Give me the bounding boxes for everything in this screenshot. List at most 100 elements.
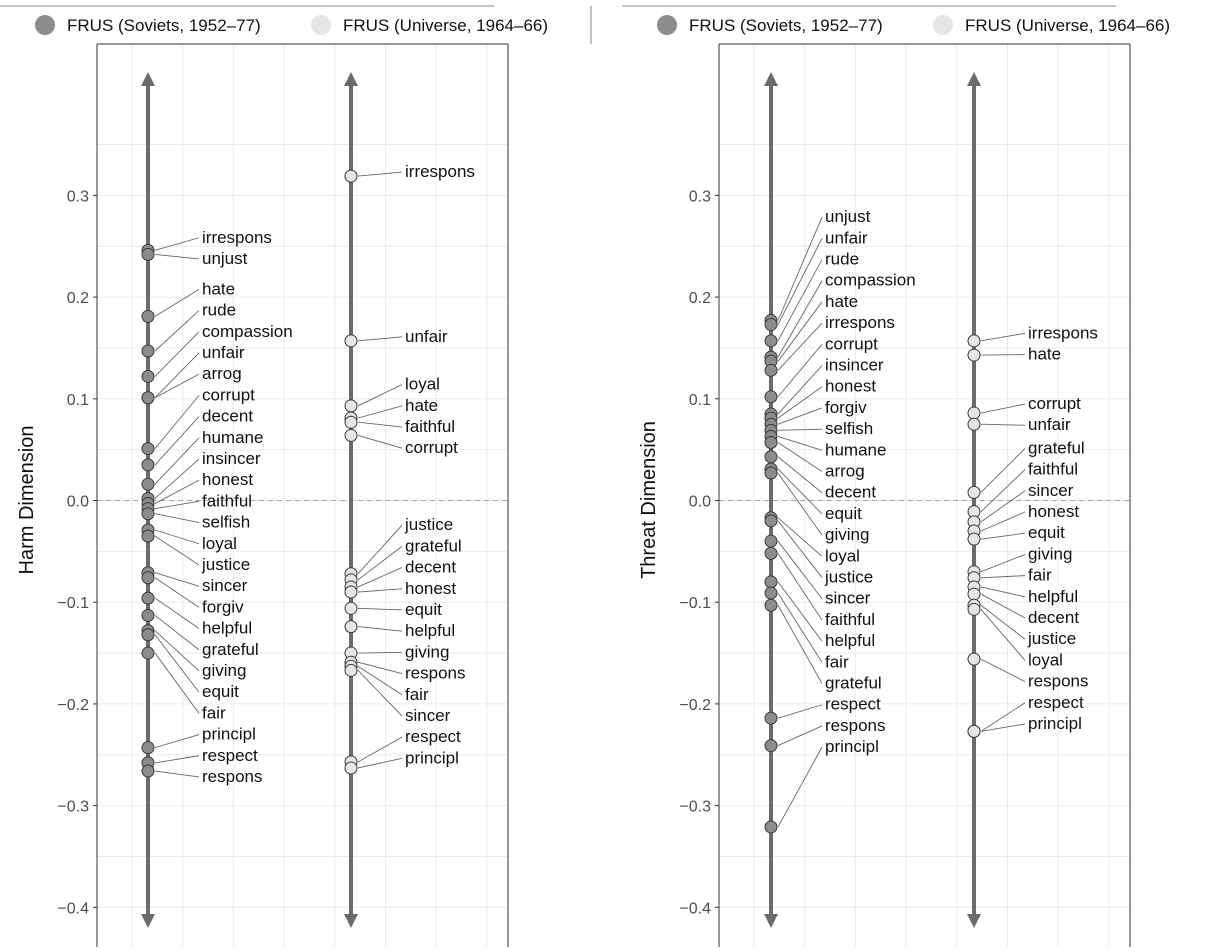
data-point bbox=[344, 334, 358, 348]
point-label: helpful bbox=[825, 631, 875, 650]
leader-line bbox=[980, 575, 1026, 579]
leader-line bbox=[357, 171, 403, 177]
gridlines bbox=[719, 44, 1130, 947]
arrowhead-up bbox=[764, 72, 778, 86]
leader-line bbox=[154, 479, 200, 504]
point-label: unfair bbox=[825, 228, 868, 247]
data-point bbox=[344, 601, 358, 615]
data-point bbox=[141, 344, 155, 358]
y-axis-title: Threat Dimension bbox=[638, 421, 660, 579]
point-label: grateful bbox=[1028, 438, 1085, 457]
data-point bbox=[344, 663, 358, 677]
point-label: faithful bbox=[825, 610, 875, 629]
leader-line bbox=[154, 755, 200, 764]
leader-line bbox=[777, 238, 823, 325]
leader-line bbox=[154, 615, 200, 651]
leader-line bbox=[777, 344, 823, 398]
leader-line bbox=[154, 416, 200, 466]
leader-line bbox=[980, 609, 1026, 661]
legend-swatch-2 bbox=[933, 15, 953, 35]
point-label: fair bbox=[405, 685, 429, 704]
point-label: loyal bbox=[202, 534, 237, 553]
point-label: giving bbox=[1028, 544, 1072, 563]
point-label: hate bbox=[405, 396, 438, 415]
point-label: forgiv bbox=[202, 597, 244, 616]
legend-label-1: FRUS (Soviets, 1952–77) bbox=[689, 16, 883, 35]
data-point bbox=[344, 620, 358, 634]
leader-line bbox=[357, 336, 403, 342]
leader-line bbox=[980, 469, 1026, 513]
leader-line bbox=[777, 592, 823, 663]
leader-line bbox=[357, 736, 403, 763]
y-tick-label: −0.4 bbox=[57, 900, 89, 917]
point-label: giving bbox=[202, 661, 246, 680]
point-label: equit bbox=[202, 682, 239, 701]
arrowhead-down bbox=[344, 914, 358, 928]
point-label: rude bbox=[825, 250, 859, 269]
point-label: arrog bbox=[825, 462, 865, 481]
point-label: compassion bbox=[202, 322, 293, 341]
leader-line bbox=[777, 259, 823, 342]
point-label: faithful bbox=[405, 417, 455, 436]
leader-line bbox=[980, 553, 1026, 573]
leader-line bbox=[980, 604, 1026, 640]
leader-line bbox=[980, 723, 1026, 732]
leader-line bbox=[777, 746, 823, 828]
leader-line bbox=[980, 702, 1026, 732]
leader-line bbox=[154, 253, 200, 260]
point-label: principl bbox=[1028, 714, 1082, 733]
arrowhead-down bbox=[141, 914, 155, 928]
point-label: faithful bbox=[1028, 460, 1078, 479]
point-label: compassion bbox=[825, 271, 916, 290]
point-label: giving bbox=[825, 525, 869, 544]
data-point bbox=[967, 417, 981, 431]
y-tick-label: −0.1 bbox=[679, 595, 711, 612]
point-label: corrupt bbox=[202, 385, 255, 404]
point-label: respect bbox=[1028, 693, 1084, 712]
leader-line bbox=[154, 634, 200, 693]
leader-line bbox=[777, 301, 823, 362]
leader-line bbox=[980, 354, 1026, 356]
data-point bbox=[764, 334, 778, 348]
data-point bbox=[764, 586, 778, 600]
leader-line bbox=[357, 546, 403, 581]
leader-line bbox=[980, 658, 1026, 683]
legend-swatch-2 bbox=[311, 15, 331, 35]
leader-line bbox=[980, 332, 1026, 342]
leader-line bbox=[154, 529, 200, 545]
point-label: respons bbox=[1028, 672, 1088, 691]
point-label: equit bbox=[825, 504, 862, 523]
leader-line bbox=[980, 532, 1026, 540]
arrowhead-up bbox=[141, 72, 155, 86]
y-tick-label: −0.2 bbox=[57, 697, 89, 714]
data-point bbox=[764, 466, 778, 480]
leader-line bbox=[154, 352, 200, 399]
point-label: honest bbox=[825, 377, 876, 396]
legend-label-2: FRUS (Universe, 1964–66) bbox=[965, 16, 1170, 35]
legend-label-2: FRUS (Universe, 1964–66) bbox=[343, 16, 548, 35]
data-point bbox=[141, 247, 155, 261]
leader-line bbox=[777, 472, 823, 536]
y-tick-label: −0.3 bbox=[57, 799, 89, 816]
point-label: loyal bbox=[405, 375, 440, 394]
leader-line bbox=[777, 280, 823, 358]
point-label: hate bbox=[1028, 345, 1061, 364]
data-point bbox=[344, 585, 358, 599]
point-label: corrupt bbox=[1028, 394, 1081, 413]
leader-line bbox=[154, 597, 200, 629]
gridlines bbox=[97, 44, 508, 947]
leader-line bbox=[357, 661, 403, 674]
leader-line bbox=[154, 535, 200, 566]
y-tick-label: 0.0 bbox=[689, 494, 711, 511]
point-label: respect bbox=[825, 695, 881, 714]
point-label: grateful bbox=[825, 674, 882, 693]
leader-line bbox=[777, 428, 823, 431]
leader-line bbox=[154, 373, 200, 399]
data-point bbox=[967, 348, 981, 362]
leader-line bbox=[777, 725, 823, 747]
leader-line bbox=[777, 386, 823, 419]
data-point bbox=[141, 591, 155, 605]
leader-line bbox=[357, 665, 403, 696]
